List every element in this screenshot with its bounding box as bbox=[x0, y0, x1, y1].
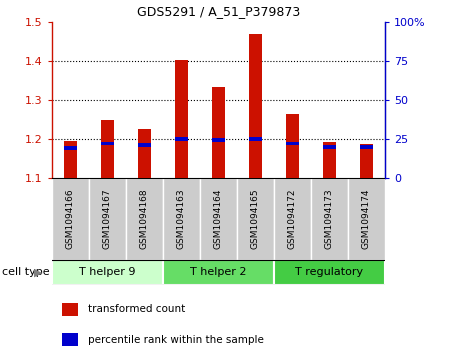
Bar bbox=[274, 260, 385, 285]
Bar bbox=[175, 137, 188, 141]
Bar bbox=[360, 145, 373, 148]
Bar bbox=[311, 178, 348, 260]
Text: GSM1094168: GSM1094168 bbox=[140, 188, 149, 249]
Bar bbox=[175, 60, 188, 178]
Bar bbox=[323, 142, 336, 178]
Bar bbox=[286, 114, 299, 178]
Bar bbox=[163, 178, 200, 260]
Text: GSM1094165: GSM1094165 bbox=[251, 188, 260, 249]
Bar bbox=[323, 145, 336, 148]
Bar bbox=[62, 303, 78, 316]
Bar bbox=[138, 143, 151, 147]
Text: transformed count: transformed count bbox=[88, 304, 186, 314]
Text: GSM1094166: GSM1094166 bbox=[66, 188, 75, 249]
Text: GSM1094163: GSM1094163 bbox=[177, 188, 186, 249]
Bar bbox=[64, 141, 76, 178]
Bar bbox=[52, 178, 89, 260]
Bar bbox=[101, 120, 114, 178]
Text: cell type: cell type bbox=[2, 267, 50, 277]
Bar bbox=[163, 260, 274, 285]
Title: GDS5291 / A_51_P379873: GDS5291 / A_51_P379873 bbox=[137, 5, 300, 18]
Text: T helper 2: T helper 2 bbox=[190, 267, 247, 277]
Bar bbox=[212, 87, 225, 178]
Bar bbox=[64, 146, 76, 150]
Bar bbox=[212, 138, 225, 142]
Bar bbox=[62, 333, 78, 346]
Text: percentile rank within the sample: percentile rank within the sample bbox=[88, 335, 264, 345]
Text: GSM1094174: GSM1094174 bbox=[362, 188, 371, 249]
Text: GSM1094164: GSM1094164 bbox=[214, 188, 223, 249]
Bar bbox=[249, 137, 262, 141]
Text: GSM1094173: GSM1094173 bbox=[325, 188, 334, 249]
Bar bbox=[249, 34, 262, 178]
Bar bbox=[52, 260, 163, 285]
Bar bbox=[200, 178, 237, 260]
Bar bbox=[360, 144, 373, 178]
Text: GSM1094172: GSM1094172 bbox=[288, 188, 297, 249]
Bar bbox=[348, 178, 385, 260]
Bar bbox=[237, 178, 274, 260]
Bar bbox=[101, 142, 114, 146]
Text: GSM1094167: GSM1094167 bbox=[103, 188, 112, 249]
Text: ▶: ▶ bbox=[34, 267, 43, 277]
Bar bbox=[274, 178, 311, 260]
Bar bbox=[126, 178, 163, 260]
Bar bbox=[89, 178, 126, 260]
Bar bbox=[286, 142, 299, 146]
Text: T helper 9: T helper 9 bbox=[79, 267, 135, 277]
Bar bbox=[138, 129, 151, 178]
Text: T regulatory: T regulatory bbox=[295, 267, 363, 277]
